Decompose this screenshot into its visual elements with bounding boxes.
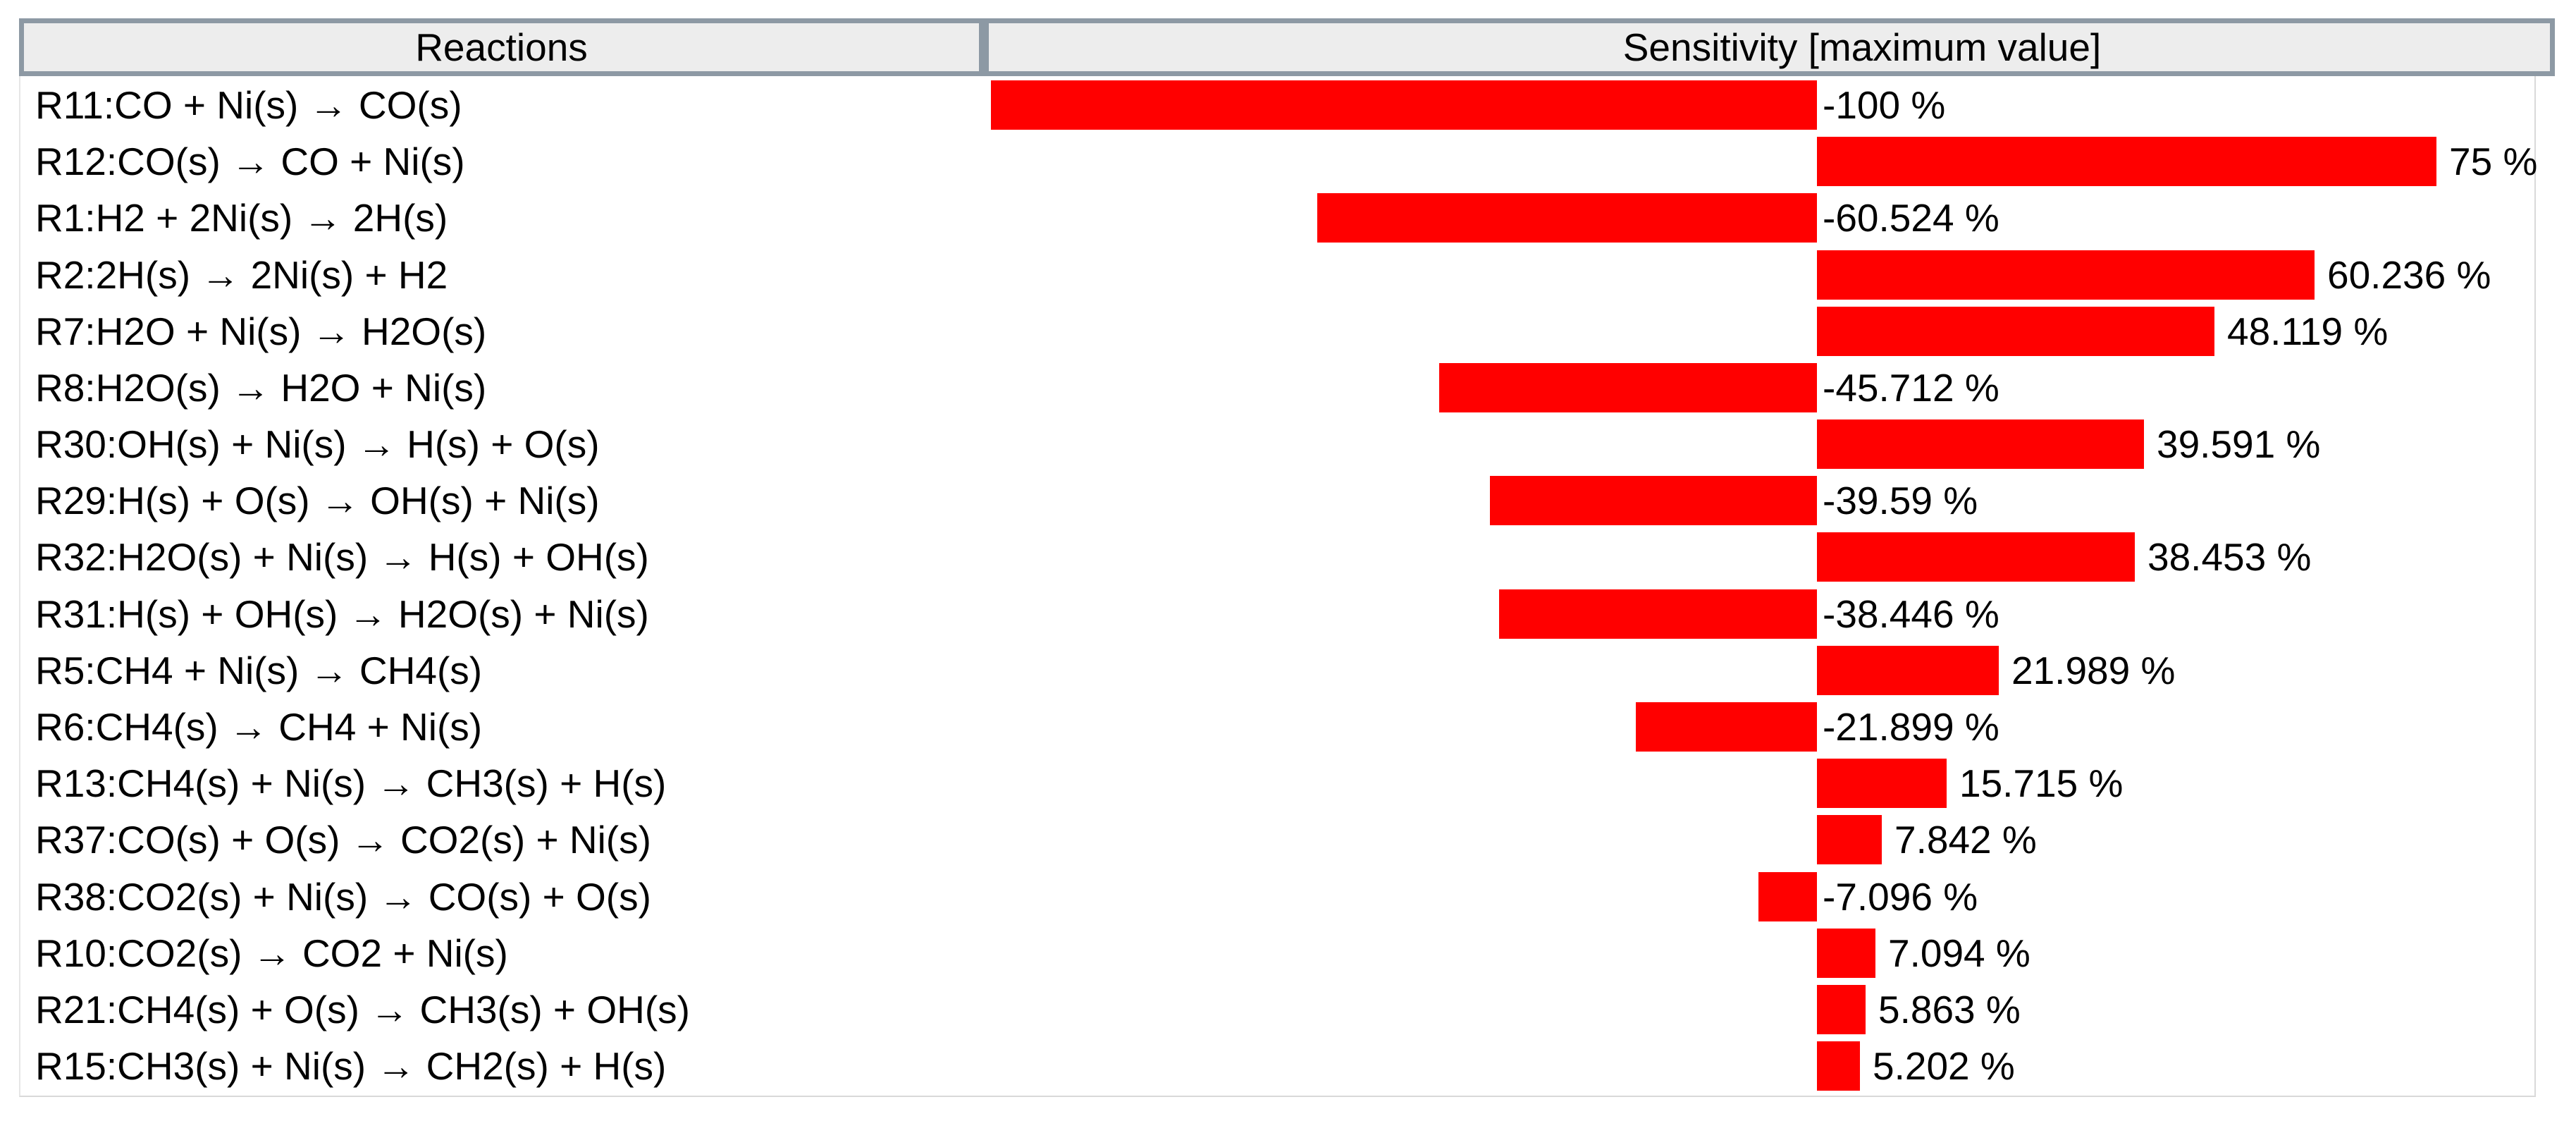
reaction-label: R1:H2 + 2Ni(s) → 2H(s) bbox=[35, 195, 448, 240]
sensitivity-bar bbox=[1817, 815, 1882, 864]
column-header-reactions-label: Reactions bbox=[415, 25, 588, 69]
reaction-label: R38:CO2(s) + Ni(s) → CO(s) + O(s) bbox=[35, 874, 651, 919]
reaction-label: R5:CH4 + Ni(s) → CH4(s) bbox=[35, 648, 483, 692]
value-label: 60.236 % bbox=[2327, 252, 2491, 297]
sensitivity-bar bbox=[1817, 419, 2144, 469]
value-label: -7.096 % bbox=[1823, 874, 1978, 919]
sensitivity-bar bbox=[1817, 532, 2135, 582]
value-label: -60.524 % bbox=[1823, 195, 1999, 240]
value-label: 15.715 % bbox=[1959, 761, 2124, 805]
value-label: 75 % bbox=[2449, 139, 2538, 183]
value-label: 48.119 % bbox=[2227, 309, 2389, 353]
reaction-label: R2:2H(s) → 2Ni(s) + H2 bbox=[35, 252, 448, 297]
sensitivity-bar bbox=[1636, 702, 1817, 752]
sensitivity-bar bbox=[991, 80, 1817, 130]
value-label: -100 % bbox=[1823, 82, 1946, 127]
reaction-label: R6:CH4(s) → CH4 + Ni(s) bbox=[35, 704, 483, 749]
reaction-label: R8:H2O(s) → H2O + Ni(s) bbox=[35, 365, 487, 410]
column-divider bbox=[979, 23, 989, 71]
value-label: 7.842 % bbox=[1894, 817, 2037, 862]
sensitivity-bar bbox=[1817, 1041, 1860, 1091]
column-header-sensitivity-label: Sensitivity [maximum value] bbox=[1622, 25, 2102, 69]
value-label: 38.453 % bbox=[2147, 534, 2312, 579]
sensitivity-bar bbox=[1817, 646, 1999, 695]
reaction-label: R37:CO(s) + O(s) → CO2(s) + Ni(s) bbox=[35, 817, 651, 862]
sensitivity-bar bbox=[1817, 759, 1947, 808]
reaction-label: R30:OH(s) + Ni(s) → H(s) + O(s) bbox=[35, 422, 600, 466]
sensitivity-bar bbox=[1758, 872, 1817, 921]
reaction-label: R31:H(s) + OH(s) → H2O(s) + Ni(s) bbox=[35, 592, 649, 636]
sensitivity-bar bbox=[1817, 250, 2315, 300]
reaction-label: R15:CH3(s) + Ni(s) → CH2(s) + H(s) bbox=[35, 1043, 667, 1088]
value-label: 5.863 % bbox=[1878, 987, 2021, 1031]
plot-area bbox=[19, 76, 2536, 1097]
column-header-sensitivity[interactable]: Sensitivity [maximum value] bbox=[989, 23, 2550, 71]
reaction-label: R12:CO(s) → CO + Ni(s) bbox=[35, 139, 465, 183]
sensitivity-bar bbox=[1817, 929, 1875, 978]
reaction-label: R10:CO2(s) → CO2 + Ni(s) bbox=[35, 931, 508, 975]
reaction-label: R11:CO + Ni(s) → CO(s) bbox=[35, 82, 462, 127]
value-label: 5.202 % bbox=[1873, 1043, 2015, 1088]
sensitivity-bar bbox=[1499, 589, 1817, 639]
value-label: -39.59 % bbox=[1823, 478, 1978, 522]
reaction-label: R7:H2O + Ni(s) → H2O(s) bbox=[35, 309, 487, 353]
value-label: 39.591 % bbox=[2157, 422, 2321, 466]
sensitivity-bar bbox=[1439, 363, 1817, 412]
reaction-label: R32:H2O(s) + Ni(s) → H(s) + OH(s) bbox=[35, 534, 649, 579]
reaction-label: R13:CH4(s) + Ni(s) → CH3(s) + H(s) bbox=[35, 761, 667, 805]
value-label: -38.446 % bbox=[1823, 592, 1999, 636]
sensitivity-bar bbox=[1317, 193, 1817, 243]
sensitivity-bar bbox=[1817, 985, 1866, 1034]
table-header: Reactions Sensitivity [maximum value] bbox=[19, 18, 2555, 76]
sensitivity-bar bbox=[1817, 137, 2436, 186]
sensitivity-bar bbox=[1490, 476, 1817, 525]
reaction-label: R29:H(s) + O(s) → OH(s) + Ni(s) bbox=[35, 478, 600, 522]
value-label: -21.899 % bbox=[1823, 704, 1999, 749]
column-header-reactions[interactable]: Reactions bbox=[24, 23, 979, 71]
value-label: 21.989 % bbox=[2011, 648, 2176, 692]
value-label: 7.094 % bbox=[1888, 931, 2030, 975]
sensitivity-bar bbox=[1817, 307, 2214, 356]
reaction-label: R21:CH4(s) + O(s) → CH3(s) + OH(s) bbox=[35, 987, 690, 1031]
value-label: -45.712 % bbox=[1823, 365, 1999, 410]
